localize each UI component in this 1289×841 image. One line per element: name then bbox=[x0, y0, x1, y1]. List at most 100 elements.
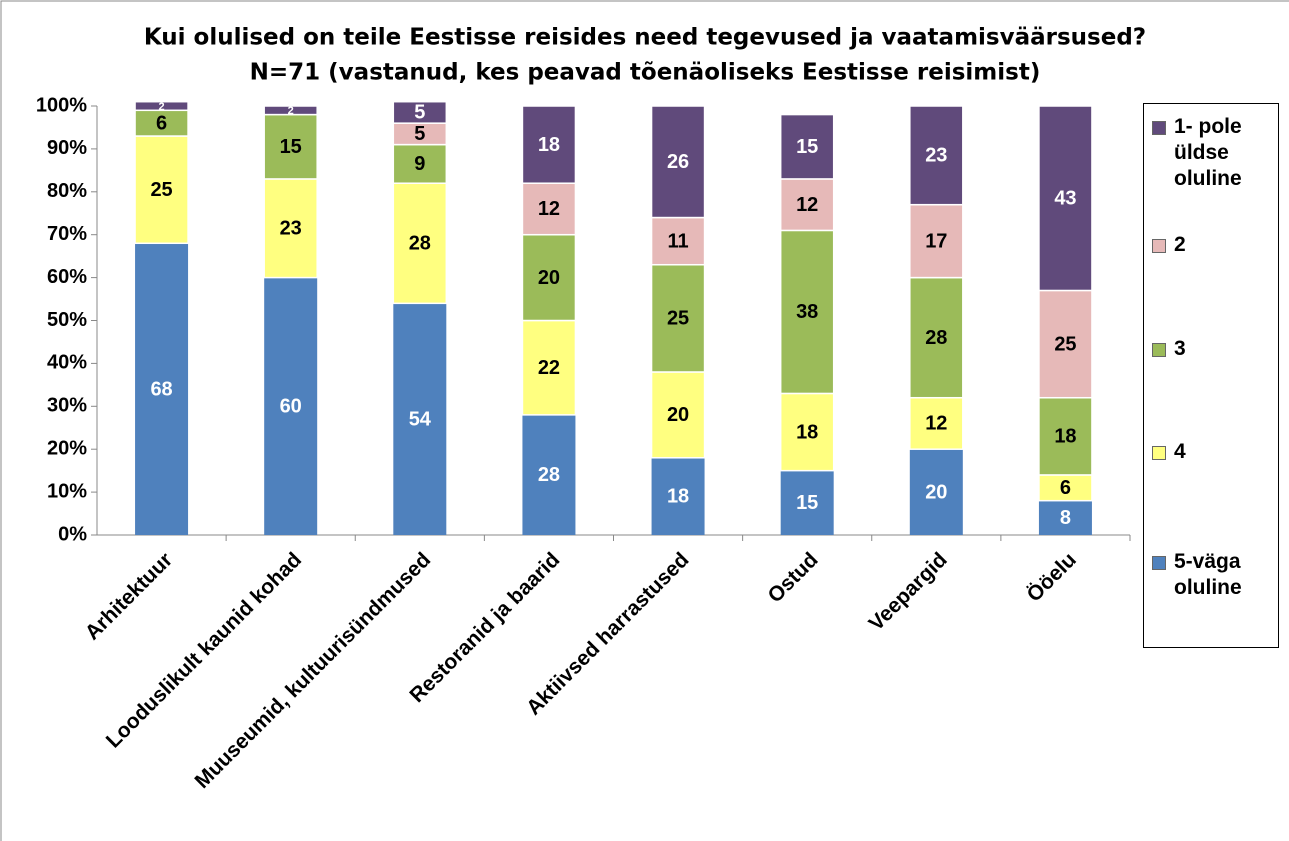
data-label: 20 bbox=[925, 481, 947, 503]
data-label: 12 bbox=[538, 198, 560, 220]
data-label: 15 bbox=[280, 136, 302, 158]
x-tick-label: Ööelu bbox=[1023, 548, 1081, 606]
data-label: 2 bbox=[288, 105, 294, 117]
legend-swatch bbox=[1152, 446, 1166, 460]
data-label: 12 bbox=[796, 194, 818, 216]
data-label: 15 bbox=[796, 136, 818, 158]
legend-swatch bbox=[1152, 556, 1166, 570]
bar-segment bbox=[650, 263, 706, 373]
data-label: 8 bbox=[1060, 507, 1071, 529]
data-label: 5 bbox=[414, 102, 425, 124]
data-label: 54 bbox=[409, 408, 432, 430]
legend-label: 5-väga oluline bbox=[1174, 550, 1242, 599]
x-tick-label: Muuseumid, kultuurisündmused bbox=[190, 548, 435, 793]
y-tick-label: 30% bbox=[47, 395, 87, 417]
legend-label: 2 bbox=[1174, 233, 1186, 256]
bar-segment bbox=[909, 105, 964, 206]
data-label: 9 bbox=[414, 153, 425, 175]
data-label: 11 bbox=[667, 230, 688, 252]
legend-entry: 1- pole üldse oluline bbox=[1152, 114, 1278, 192]
y-tick-label: 90% bbox=[47, 137, 87, 159]
legend-entry: 3 bbox=[1152, 336, 1278, 362]
y-tick-label: 80% bbox=[47, 180, 87, 202]
x-tick-label: Arhitektuur bbox=[81, 548, 177, 644]
legend-label: 4 bbox=[1174, 440, 1186, 463]
data-label: 25 bbox=[150, 179, 172, 201]
data-label: 6 bbox=[1060, 477, 1071, 499]
data-label: 25 bbox=[667, 308, 689, 330]
data-label: 12 bbox=[925, 413, 947, 435]
bar-segment bbox=[135, 243, 189, 535]
bar-segment bbox=[779, 113, 835, 180]
x-tick-label: Restoranid ja baarid bbox=[405, 548, 564, 707]
data-label: 6 bbox=[156, 112, 167, 134]
y-tick-label: 100% bbox=[36, 94, 87, 116]
bar-segment bbox=[263, 113, 318, 180]
bar-segment bbox=[650, 371, 706, 459]
y-tick-label: 20% bbox=[47, 437, 87, 459]
data-label: 18 bbox=[796, 421, 818, 443]
data-label: 18 bbox=[538, 134, 560, 156]
bar-segment bbox=[263, 178, 318, 279]
data-label: 23 bbox=[280, 218, 302, 240]
legend: 1- pole üldse oluline 2 3 4 5-väga oluline bbox=[1143, 103, 1279, 648]
bar-segment bbox=[1038, 105, 1093, 292]
bar-segment bbox=[909, 396, 964, 450]
bar-segment bbox=[1038, 396, 1093, 476]
bar-segment bbox=[134, 135, 189, 245]
bar-segment bbox=[909, 449, 963, 535]
bar-segment bbox=[779, 392, 835, 472]
bar-segment bbox=[1038, 500, 1092, 535]
chart-subtitle: N=71 (vastanud, kes peavad tõenäoliseks … bbox=[250, 60, 1041, 86]
y-tick-label: 0% bbox=[58, 523, 87, 545]
data-label: 22 bbox=[538, 357, 560, 379]
data-label: 17 bbox=[925, 230, 947, 252]
bar-segment bbox=[521, 182, 577, 236]
data-label: 28 bbox=[538, 464, 560, 486]
bar-segment bbox=[779, 229, 835, 395]
x-tick-label: Ostud bbox=[763, 548, 822, 607]
bar-segment bbox=[651, 457, 705, 535]
data-label: 2 bbox=[159, 101, 165, 113]
data-label: 26 bbox=[667, 151, 689, 173]
data-label: 15 bbox=[796, 492, 818, 514]
y-tick-label: 70% bbox=[47, 223, 87, 245]
data-label: 23 bbox=[925, 145, 947, 167]
data-label: 25 bbox=[1054, 333, 1076, 355]
data-label: 5 bbox=[414, 123, 425, 145]
bar-segment bbox=[522, 414, 576, 535]
bar-segment bbox=[392, 182, 448, 305]
bar-segment bbox=[779, 178, 835, 232]
bar-segment bbox=[263, 105, 318, 116]
chart-title: Kui olulised on teile Eestisse reisides … bbox=[144, 25, 1146, 51]
bar-segment bbox=[393, 303, 447, 535]
data-label: 43 bbox=[1054, 188, 1076, 210]
data-label: 20 bbox=[667, 404, 689, 426]
legend-entry: 2 bbox=[1152, 232, 1278, 258]
x-tick-label: Veepargid bbox=[865, 548, 952, 635]
y-tick-label: 60% bbox=[47, 266, 87, 288]
legend-entry: 4 bbox=[1152, 439, 1278, 465]
legend-swatch bbox=[1152, 343, 1166, 357]
bar-segment bbox=[650, 216, 706, 266]
bar-segment bbox=[650, 105, 706, 219]
data-label: 28 bbox=[925, 327, 947, 349]
legend-swatch bbox=[1152, 121, 1166, 135]
bar-segment bbox=[134, 109, 189, 137]
bar-segment bbox=[521, 105, 577, 184]
y-tick-label: 10% bbox=[47, 480, 87, 502]
data-label: 18 bbox=[667, 486, 689, 508]
legend-label: 3 bbox=[1174, 337, 1186, 360]
data-label: 28 bbox=[409, 233, 431, 255]
y-tick-label: 50% bbox=[47, 309, 87, 331]
bar-segment bbox=[392, 143, 448, 184]
legend-swatch bbox=[1152, 239, 1166, 253]
bar-segment bbox=[264, 277, 318, 535]
y-tick-label: 40% bbox=[47, 352, 87, 374]
bar-segment bbox=[780, 470, 834, 535]
legend-entry: 5-väga oluline bbox=[1152, 549, 1278, 601]
data-label: 68 bbox=[150, 378, 172, 400]
